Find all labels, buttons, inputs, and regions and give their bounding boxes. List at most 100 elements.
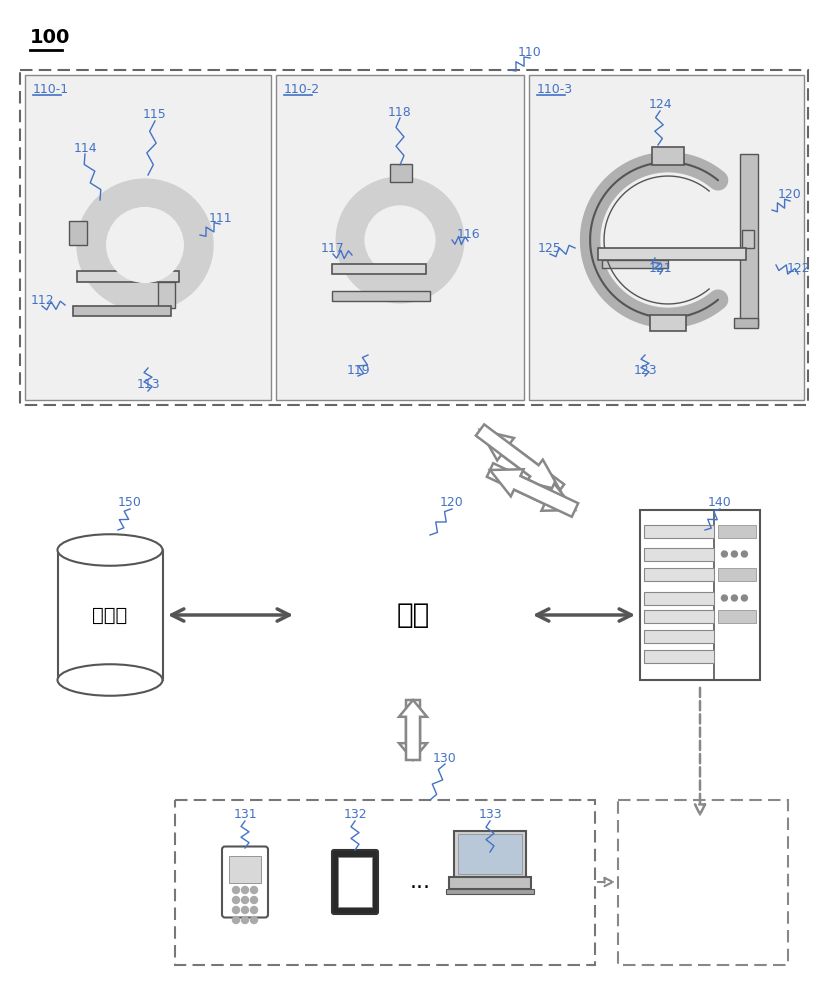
Ellipse shape bbox=[327, 571, 499, 659]
Text: 110: 110 bbox=[518, 45, 542, 58]
Circle shape bbox=[250, 886, 258, 894]
Ellipse shape bbox=[305, 577, 378, 645]
Bar bbox=[338, 857, 372, 907]
FancyArrow shape bbox=[487, 463, 575, 511]
Text: ...: ... bbox=[410, 872, 430, 892]
Circle shape bbox=[232, 906, 240, 914]
Text: 112: 112 bbox=[31, 294, 54, 306]
FancyBboxPatch shape bbox=[332, 850, 378, 914]
FancyBboxPatch shape bbox=[69, 221, 88, 245]
Ellipse shape bbox=[448, 577, 521, 645]
Ellipse shape bbox=[77, 179, 213, 311]
Text: 114: 114 bbox=[74, 141, 97, 154]
FancyBboxPatch shape bbox=[449, 877, 531, 889]
Ellipse shape bbox=[392, 557, 484, 637]
Bar bbox=[644, 610, 714, 623]
Ellipse shape bbox=[336, 177, 463, 303]
FancyArrow shape bbox=[490, 469, 578, 517]
Bar bbox=[644, 592, 714, 605]
FancyArrow shape bbox=[480, 430, 564, 496]
Circle shape bbox=[232, 916, 240, 924]
FancyBboxPatch shape bbox=[650, 315, 686, 331]
Text: 110-1: 110-1 bbox=[33, 83, 69, 96]
FancyBboxPatch shape bbox=[58, 550, 163, 680]
Text: 113: 113 bbox=[136, 378, 159, 391]
Text: 110-2: 110-2 bbox=[284, 83, 320, 96]
Text: 122: 122 bbox=[786, 261, 809, 274]
Text: 133: 133 bbox=[478, 808, 502, 822]
Text: 125: 125 bbox=[538, 241, 562, 254]
FancyBboxPatch shape bbox=[454, 831, 526, 877]
Circle shape bbox=[731, 595, 738, 601]
FancyArrow shape bbox=[399, 700, 427, 760]
Bar bbox=[618, 800, 788, 965]
Circle shape bbox=[742, 551, 748, 557]
Text: 121: 121 bbox=[648, 261, 672, 274]
Circle shape bbox=[731, 551, 738, 557]
Text: 116: 116 bbox=[456, 229, 480, 241]
Text: 111: 111 bbox=[208, 212, 232, 225]
FancyBboxPatch shape bbox=[446, 889, 534, 894]
Text: 150: 150 bbox=[118, 496, 142, 510]
Bar bbox=[644, 650, 714, 663]
Circle shape bbox=[742, 595, 748, 601]
Ellipse shape bbox=[349, 563, 477, 667]
Circle shape bbox=[241, 916, 249, 924]
Circle shape bbox=[250, 906, 258, 914]
Bar bbox=[644, 548, 714, 561]
Text: 130: 130 bbox=[433, 752, 457, 764]
Ellipse shape bbox=[316, 580, 413, 663]
Text: 115: 115 bbox=[143, 108, 167, 121]
Circle shape bbox=[721, 551, 728, 557]
Text: 100: 100 bbox=[30, 28, 70, 47]
Ellipse shape bbox=[342, 557, 434, 637]
Bar bbox=[644, 630, 714, 643]
Text: 140: 140 bbox=[708, 496, 732, 510]
Bar bbox=[458, 834, 522, 874]
FancyBboxPatch shape bbox=[598, 248, 746, 260]
Ellipse shape bbox=[58, 664, 163, 696]
Circle shape bbox=[250, 916, 258, 924]
Text: 110-3: 110-3 bbox=[537, 83, 573, 96]
FancyBboxPatch shape bbox=[332, 291, 430, 301]
Circle shape bbox=[250, 896, 258, 904]
Bar bbox=[25, 75, 271, 400]
Ellipse shape bbox=[365, 206, 434, 274]
FancyBboxPatch shape bbox=[332, 264, 425, 274]
Bar bbox=[719, 525, 756, 538]
FancyBboxPatch shape bbox=[158, 282, 175, 308]
FancyBboxPatch shape bbox=[742, 230, 754, 248]
FancyBboxPatch shape bbox=[390, 163, 412, 182]
Text: 131: 131 bbox=[233, 808, 257, 822]
FancyBboxPatch shape bbox=[733, 318, 758, 328]
Bar bbox=[20, 70, 808, 405]
Text: 119: 119 bbox=[346, 363, 370, 376]
Circle shape bbox=[241, 896, 249, 904]
Bar bbox=[276, 75, 524, 400]
Text: 132: 132 bbox=[343, 808, 367, 822]
FancyArrow shape bbox=[476, 424, 560, 490]
Bar bbox=[719, 610, 756, 623]
Circle shape bbox=[232, 886, 240, 894]
FancyBboxPatch shape bbox=[740, 154, 758, 326]
Bar bbox=[644, 525, 714, 538]
Ellipse shape bbox=[58, 534, 163, 566]
Circle shape bbox=[721, 595, 728, 601]
Text: 网络: 网络 bbox=[396, 601, 430, 629]
Text: 124: 124 bbox=[648, 99, 672, 111]
Circle shape bbox=[241, 906, 249, 914]
Bar bbox=[640, 510, 760, 680]
FancyBboxPatch shape bbox=[602, 260, 668, 268]
Text: 118: 118 bbox=[388, 105, 412, 118]
Bar bbox=[229, 856, 261, 883]
FancyBboxPatch shape bbox=[222, 846, 268, 918]
Text: 120: 120 bbox=[778, 188, 802, 202]
Ellipse shape bbox=[413, 580, 510, 663]
Bar bbox=[529, 75, 804, 400]
Text: 117: 117 bbox=[321, 241, 345, 254]
FancyArrow shape bbox=[399, 700, 427, 760]
FancyBboxPatch shape bbox=[73, 306, 170, 316]
Bar bbox=[175, 800, 595, 965]
Text: 存储器: 存储器 bbox=[93, 605, 128, 624]
Text: 120: 120 bbox=[440, 496, 464, 510]
